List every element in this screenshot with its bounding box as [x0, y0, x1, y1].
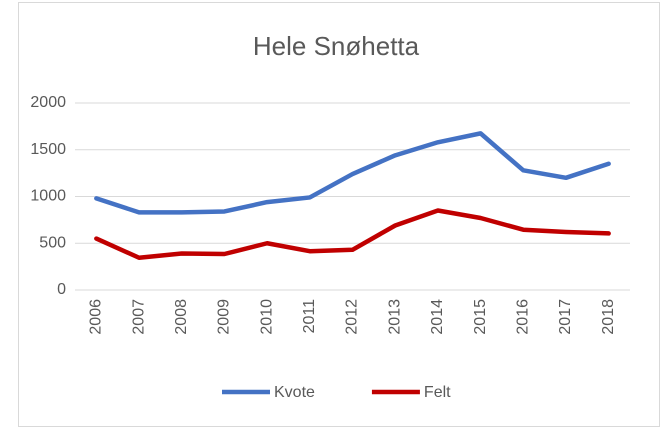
x-tick-label: 2006 [88, 299, 105, 335]
x-tick-label: 2007 [130, 299, 147, 335]
x-tick-label: 2016 [514, 299, 531, 335]
x-tick-label: 2008 [173, 299, 190, 335]
x-tick-label: 2012 [344, 299, 361, 335]
line-series [94, 131, 611, 215]
y-tick-label: 1500 [30, 141, 66, 158]
x-tick-label: 2018 [600, 299, 617, 335]
line-series [94, 208, 611, 260]
x-tick-label: 2010 [258, 299, 275, 335]
y-tick-label: 500 [39, 234, 66, 251]
x-tick-label: 2015 [472, 299, 489, 335]
legend-label: Felt [424, 384, 451, 401]
chart-border [18, 2, 660, 427]
x-tick-label: 2013 [386, 299, 403, 335]
x-tick-label: 2017 [557, 299, 574, 335]
y-tick-label: 2000 [30, 94, 66, 111]
chart-title: Hele Snøhetta [253, 31, 420, 61]
y-tick-label: 1000 [30, 188, 66, 205]
y-tick-label: 0 [57, 281, 66, 298]
legend-label: Kvote [274, 384, 315, 401]
x-tick-label: 2009 [216, 299, 233, 335]
x-tick-label: 2014 [429, 299, 446, 335]
x-tick-label: 2011 [301, 299, 318, 334]
